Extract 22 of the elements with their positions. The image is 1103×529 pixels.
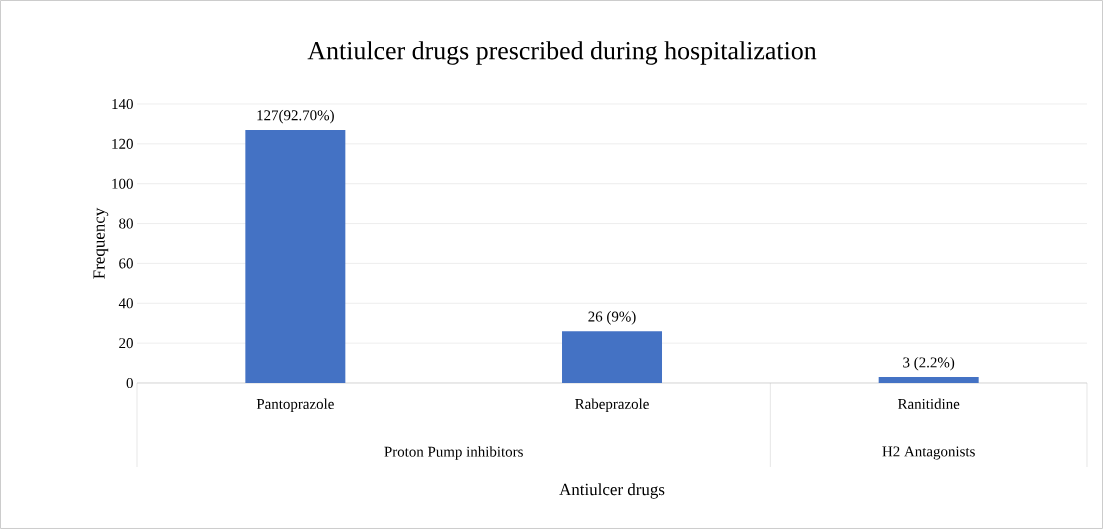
y-tick-label: 80	[119, 218, 133, 229]
y-tick-label: 60	[119, 258, 133, 269]
y-tick-label: 0	[126, 377, 133, 389]
text: Proton Pump inhibitors	[384, 446, 523, 460]
y-tick-label: 140	[112, 98, 133, 110]
text: H2 Antagonists	[882, 446, 975, 460]
data-label: 127(92.70%)	[257, 109, 334, 124]
bar	[245, 129, 346, 383]
y-tick-label: 20	[119, 338, 133, 349]
x-axis-title: Antiulcer drugs	[559, 483, 665, 499]
y-tick-label: 120	[112, 138, 133, 149]
bar	[878, 377, 979, 383]
y-tick-label: 100	[112, 178, 133, 189]
x-tick-label: Ranitidine	[897, 398, 960, 410]
data-label: 3 (2.2%)	[903, 356, 955, 371]
x-tick-label: Pantoprazole	[256, 398, 334, 413]
bar	[562, 331, 663, 383]
x-tick-label: Rabeprazole	[575, 398, 649, 413]
y-axis-title: Frequency	[93, 207, 109, 279]
chart-title: Antiulcer drugs prescribed during hospitalization	[307, 41, 817, 65]
y-tick-label: 40	[118, 298, 133, 309]
data-label: 26 (9%)	[588, 311, 636, 325]
